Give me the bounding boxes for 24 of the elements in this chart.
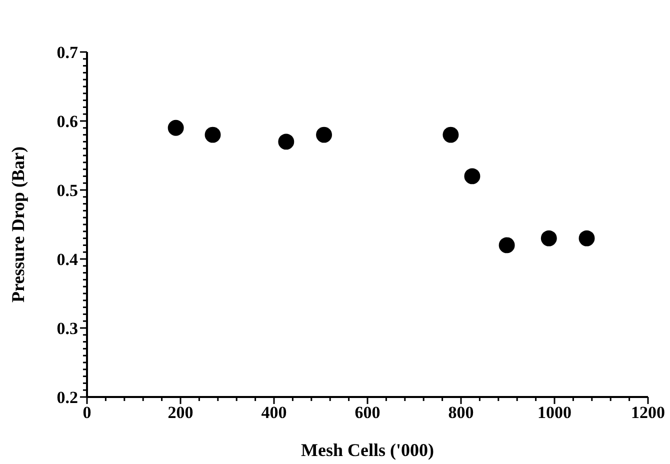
y-tick-label: 0.3 [56, 318, 78, 338]
y-tick-label: 0.7 [56, 42, 78, 62]
point [498, 237, 515, 254]
x-tick-label: 600 [354, 403, 380, 422]
y-tick-label: 0.6 [56, 112, 78, 131]
point [278, 134, 294, 150]
x-tick-label: 1200 [631, 403, 665, 422]
x-tick-label: 200 [168, 403, 194, 422]
x-tick-label: 0 [82, 403, 92, 422]
y-tick-label: 0.5 [56, 180, 78, 200]
point [442, 126, 459, 143]
x-axis-title: Mesh Cells ('000) [301, 440, 434, 460]
y-axis-title: Pressure Drop (Bar) [8, 146, 28, 302]
point [540, 230, 557, 246]
point [316, 126, 332, 143]
x-tick-label: 1000 [538, 403, 572, 422]
y-tick-label: 0.4 [56, 250, 78, 269]
point [578, 230, 595, 246]
x-tick-label: 400 [261, 403, 287, 422]
point [168, 120, 184, 136]
x-tick-label: 800 [448, 403, 474, 422]
point [464, 168, 480, 184]
y-tick-label: 0.2 [56, 388, 78, 407]
point [204, 126, 221, 143]
